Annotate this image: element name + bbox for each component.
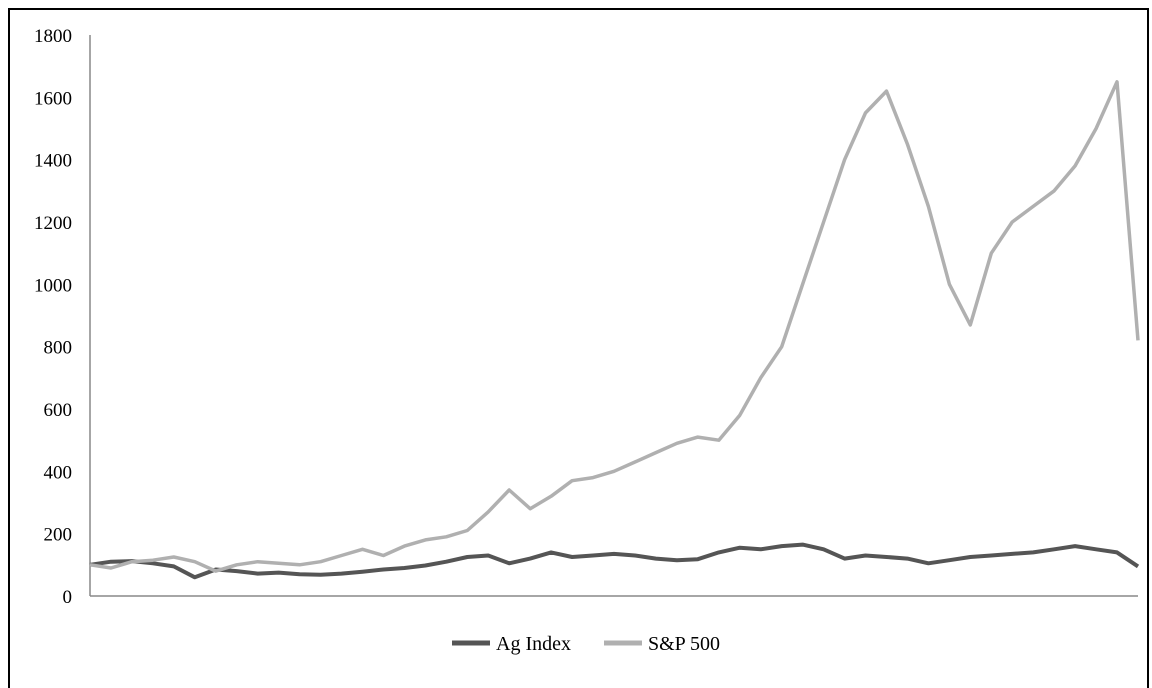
y-tick-label: 0 <box>63 587 73 608</box>
line-chart: 0 200 400 600 800 1000 1200 1400 1600 1800 Ag Ind… <box>0 0 1152 673</box>
series-ag-index <box>90 545 1138 578</box>
y-axis-tick-labels: 0 200 400 600 800 1000 1200 1400 1600 1800 <box>34 26 72 608</box>
y-tick-label: 400 <box>44 462 73 483</box>
legend-item: S&P 500 <box>604 633 720 655</box>
chart-axes <box>90 35 1138 596</box>
y-tick-label: 1000 <box>34 275 72 296</box>
series-line <box>90 82 1138 571</box>
y-tick-label: 1600 <box>34 88 72 109</box>
legend-label: Ag Index <box>496 633 571 655</box>
y-tick-label: 1400 <box>34 151 72 172</box>
series-line <box>90 545 1138 578</box>
y-tick-label: 800 <box>44 338 73 359</box>
y-tick-label: 1800 <box>34 26 72 47</box>
y-tick-label: 200 <box>44 525 73 546</box>
y-tick-label: 1200 <box>34 213 72 234</box>
legend-item: Ag Index <box>452 633 571 655</box>
legend: Ag Index S&P 500 <box>452 633 720 655</box>
series-s-p-500 <box>90 82 1138 571</box>
series-lines <box>90 82 1138 578</box>
y-tick-label: 600 <box>44 400 73 421</box>
legend-label: S&P 500 <box>648 633 720 655</box>
